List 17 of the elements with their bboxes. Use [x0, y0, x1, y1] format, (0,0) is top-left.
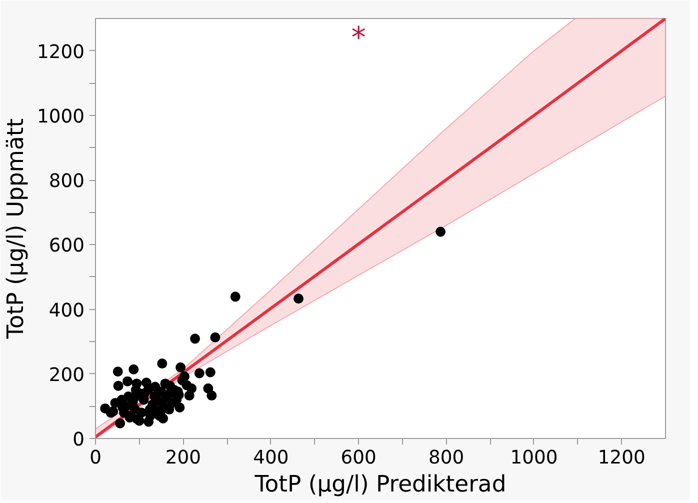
y-tick-label: 1000	[37, 106, 85, 128]
y-tick-label: 200	[48, 364, 84, 386]
x-tick-label: 1200	[598, 448, 646, 468]
y-tick-label: 400	[48, 300, 84, 322]
y-tick-label: 800	[48, 171, 84, 192]
annotation: *	[351, 20, 366, 54]
x-tick-label: 200	[165, 448, 201, 468]
x-tick-label: 0	[90, 448, 102, 468]
y-tick-label: 600	[48, 236, 84, 257]
x-tick-label: 800	[428, 448, 464, 468]
x-tick-label: 600	[340, 448, 376, 468]
x-tick-label: 1000	[510, 448, 558, 468]
y-tick-label: 0	[72, 430, 85, 450]
y-axis-title: TotP (µg/l) Uppmätt	[3, 118, 30, 340]
x-axis-title: TotP (µg/l) Predikterad	[254, 472, 506, 498]
x-tick-label: 400	[253, 448, 289, 468]
y-tick-label: 1200	[37, 42, 85, 63]
